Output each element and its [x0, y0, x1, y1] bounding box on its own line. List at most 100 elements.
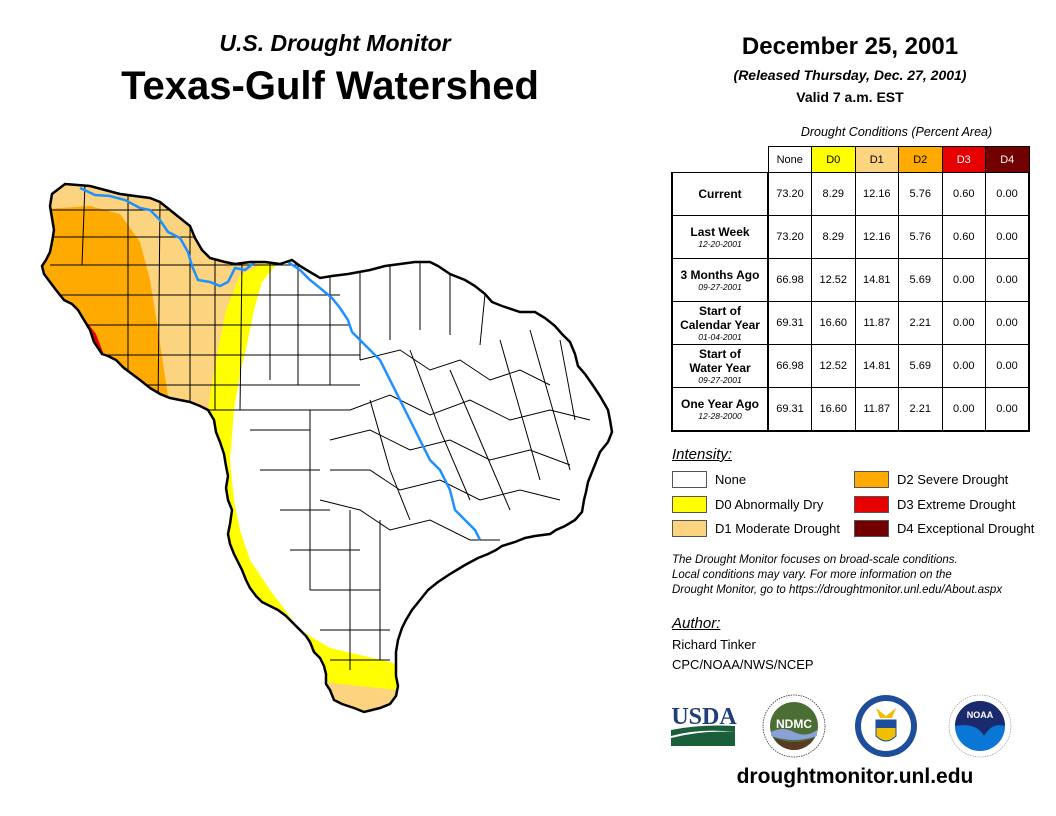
- ndmc-logo-text: NDMC: [776, 717, 812, 731]
- cell-none: 73.20: [767, 172, 812, 216]
- header-d4: D4: [985, 146, 1030, 173]
- legend-label: None: [715, 471, 747, 487]
- header-d3: D3: [941, 146, 986, 173]
- legend-swatch: [854, 519, 889, 537]
- cell-d4: 0.00: [985, 215, 1030, 259]
- cell-d4: 0.00: [985, 172, 1030, 216]
- map-subtitle: U.S. Drought Monitor: [219, 30, 451, 56]
- cell-none: 69.31: [767, 387, 812, 432]
- disclaimer-line: Drought Monitor, go to https://droughtmo…: [672, 584, 1003, 596]
- cell-d0: 8.29: [811, 172, 856, 216]
- row-label: Last Week 12-20-2001: [671, 215, 769, 259]
- cell-d2: 2.21: [898, 301, 943, 345]
- legend-swatch: [672, 519, 707, 537]
- cell-d4: 0.00: [985, 387, 1030, 432]
- cell-d1: 11.87: [854, 301, 899, 345]
- website-link[interactable]: droughtmonitor.unl.edu: [736, 765, 974, 788]
- cell-d0: 16.60: [811, 301, 856, 345]
- legend-swatch: [854, 495, 889, 513]
- legend-label: D2 Severe Drought: [897, 471, 1009, 487]
- cell-d1: 11.87: [854, 387, 899, 432]
- legend-item-none: None: [672, 470, 746, 488]
- author-name: Richard Tinker: [672, 637, 756, 652]
- cell-d3: 0.00: [941, 301, 986, 345]
- row-date: 09-27-2001: [698, 374, 742, 385]
- row-date: 09-27-2001: [698, 281, 742, 292]
- header-d1: D1: [854, 146, 899, 173]
- map-date: December 25, 2001: [741, 33, 959, 60]
- legend-item-d1: D1 Moderate Drought: [672, 519, 840, 537]
- table-caption: Drought Conditions (Percent Area): [800, 125, 993, 139]
- header-d2: D2: [898, 146, 943, 173]
- legend-item-d3: D3 Extreme Drought: [854, 495, 1016, 513]
- doc-seal-logo: [855, 695, 917, 757]
- row-label: 3 Months Ago 09-27-2001: [671, 258, 769, 302]
- author-org: CPC/NOAA/NWS/NCEP: [672, 657, 814, 672]
- cell-d4: 0.00: [985, 301, 1030, 345]
- cell-d1: 14.81: [854, 258, 899, 302]
- table-header-row: None D0 D1 D2 D3 D4: [672, 146, 1030, 173]
- legend-swatch: [854, 470, 889, 488]
- row-label: One Year Ago 12-28-2000: [671, 387, 769, 432]
- row-label-line1: Start of: [699, 303, 741, 318]
- cell-d3: 0.60: [941, 215, 986, 259]
- table-row-3-months-ago: 3 Months Ago 09-27-2001 66.98 12.52 14.81…: [671, 258, 1030, 302]
- cell-none: 66.98: [767, 344, 812, 388]
- county-lines: [50, 184, 591, 670]
- legend-item-d2: D2 Severe Drought: [854, 470, 1008, 488]
- usda-logo: USDA: [671, 704, 737, 746]
- drought-conditions-table: None D0 D1 D2 D3 D4 Current 73.20 8.29 1…: [671, 146, 1030, 432]
- cell-d0: 12.52: [811, 344, 856, 388]
- row-label-line1: 3 Months Ago: [680, 267, 760, 282]
- legend-swatch: [672, 495, 707, 513]
- cell-d3: 0.00: [941, 258, 986, 302]
- table-row-last-week: Last Week 12-20-2001 73.20 8.29 12.16 5.7…: [671, 215, 1030, 259]
- cell-d2: 5.69: [898, 344, 943, 388]
- row-label-line1: Start of: [699, 346, 741, 361]
- cell-d3: 0.00: [941, 387, 986, 432]
- cell-d0: 16.60: [811, 387, 856, 432]
- legend-swatch: [672, 470, 707, 488]
- cell-none: 66.98: [767, 258, 812, 302]
- drought-map: [40, 182, 614, 714]
- row-label-line2: Water Year: [689, 360, 751, 375]
- noaa-logo-text: NOAA: [967, 710, 994, 720]
- row-label: Start of Water Year 09-27-2001: [671, 344, 769, 388]
- legend-item-d4: D4 Exceptional Drought: [854, 519, 1034, 537]
- cell-none: 73.20: [767, 215, 812, 259]
- row-date: 12-28-2000: [698, 410, 742, 421]
- row-date: 01-04-2001: [698, 331, 742, 342]
- header-blank-cell: [672, 147, 768, 173]
- table-row-start-of-calendar-year: Start of Calendar Year 01-04-2001 69.31 16…: [671, 301, 1030, 345]
- header-none: None: [767, 146, 812, 173]
- cell-d3: 0.60: [941, 172, 986, 216]
- table-row-current: Current 73.20 8.29 12.16 5.76 0.60 0.00: [671, 172, 1030, 216]
- row-label-line1: Last Week: [690, 224, 750, 239]
- release-date: (Released Thursday, Dec. 27, 2001): [733, 67, 967, 83]
- author-title: Author:: [672, 615, 721, 632]
- cell-d1: 14.81: [854, 344, 899, 388]
- disclaimer-line: Local conditions may vary. For more info…: [672, 569, 952, 581]
- row-label: Current: [671, 172, 769, 216]
- river: [79, 186, 482, 541]
- map-title: Texas-Gulf Watershed: [121, 64, 539, 108]
- table-row-start-of-water-year: Start of Water Year 09-27-2001 66.98 12.52…: [671, 344, 1030, 388]
- cell-d2: 5.69: [898, 258, 943, 302]
- cell-d4: 0.00: [985, 258, 1030, 302]
- cell-d0: 12.52: [811, 258, 856, 302]
- row-label-line1: One Year Ago: [680, 396, 760, 411]
- row-date: 12-20-2001: [698, 238, 742, 249]
- legend-item-d0: D0 Abnormally Dry: [672, 495, 823, 513]
- row-label-line2: Calendar Year: [680, 317, 760, 332]
- ndmc-logo: NDMC: [762, 694, 826, 758]
- cell-d1: 12.16: [854, 215, 899, 259]
- d1-area-south: [280, 680, 410, 712]
- legend-label: D1 Moderate Drought: [715, 520, 841, 536]
- row-label-line1: Current: [698, 187, 742, 201]
- cell-d4: 0.00: [985, 344, 1030, 388]
- disclaimer: The Drought Monitor focuses on broad-sca…: [672, 553, 1047, 598]
- row-label: Start of Calendar Year 01-04-2001: [671, 301, 769, 345]
- cell-d2: 5.76: [898, 215, 943, 259]
- legend-label: D3 Extreme Drought: [897, 496, 1016, 512]
- legend-label: D4 Exceptional Drought: [897, 520, 1035, 536]
